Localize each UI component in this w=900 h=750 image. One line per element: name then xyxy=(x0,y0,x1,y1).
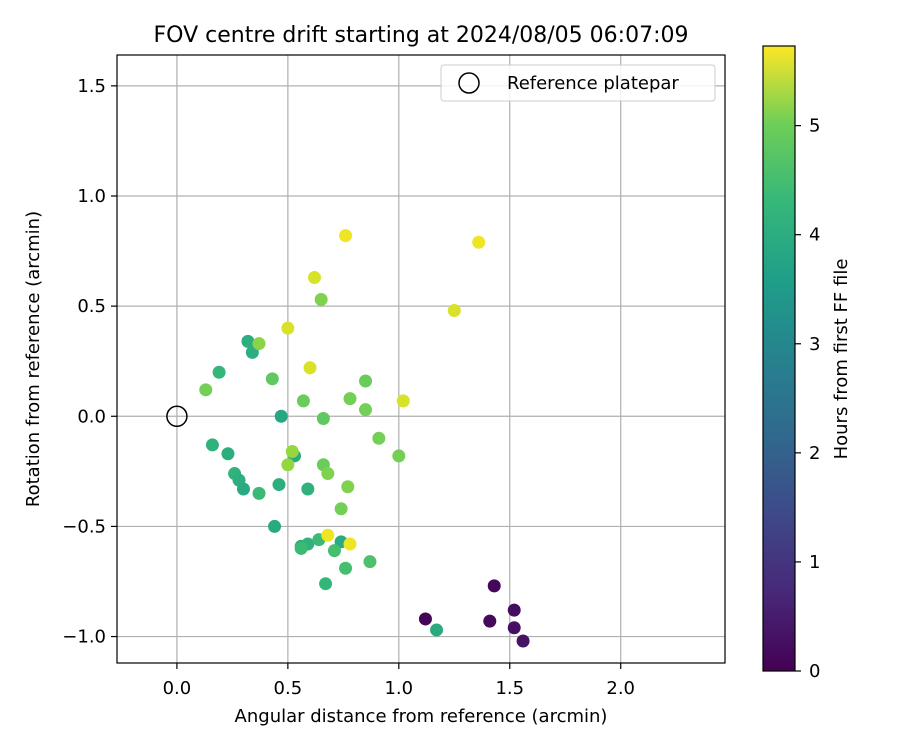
data-point xyxy=(341,480,355,494)
data-point xyxy=(316,411,330,425)
data-point xyxy=(319,577,333,591)
data-point xyxy=(343,392,357,406)
data-point xyxy=(199,383,213,397)
x-tick-label: 1.5 xyxy=(495,678,524,699)
data-point xyxy=(241,334,255,348)
data-point xyxy=(343,537,357,551)
data-point xyxy=(236,482,250,496)
x-tick-label: 1.0 xyxy=(384,678,413,699)
x-tick-label: 2.0 xyxy=(606,678,635,699)
data-point xyxy=(447,304,461,318)
y-tick-label: 0.0 xyxy=(77,406,106,427)
data-point xyxy=(205,438,219,452)
data-point xyxy=(212,365,226,379)
data-point xyxy=(321,528,335,542)
data-point xyxy=(483,614,497,628)
data-point xyxy=(301,482,315,496)
data-point xyxy=(296,394,310,408)
reference-point-marker xyxy=(166,405,188,428)
legend-reference-marker xyxy=(458,72,480,94)
y-tick-label: −1.0 xyxy=(62,627,106,648)
data-point xyxy=(418,612,432,626)
data-point xyxy=(334,502,348,516)
y-axis-ticks: −1.0 −0.5 0.0 0.5 1.0 1.5 xyxy=(62,76,117,648)
data-point xyxy=(252,337,266,351)
plot-frame xyxy=(116,54,726,664)
colorbar-tick-label: 5 xyxy=(809,116,820,137)
data-point xyxy=(285,445,299,459)
data-point xyxy=(363,555,377,569)
data-point xyxy=(472,235,486,249)
data-point xyxy=(372,431,386,445)
data-point xyxy=(327,544,341,558)
data-point xyxy=(314,293,328,307)
colorbar-tick-label: 4 xyxy=(809,225,820,246)
data-point xyxy=(339,229,353,243)
data-points xyxy=(199,229,530,648)
data-point xyxy=(507,603,521,617)
x-tick-label: 0.0 xyxy=(163,678,192,699)
data-point xyxy=(281,321,295,335)
colorbar-gradient xyxy=(762,45,796,672)
data-point xyxy=(281,458,295,472)
data-point xyxy=(487,579,501,593)
chart-title: FOV centre drift starting at 2024/08/05 … xyxy=(154,23,689,48)
colorbar-tick-label: 2 xyxy=(809,443,820,464)
data-point xyxy=(294,541,308,555)
data-point xyxy=(359,403,373,417)
colorbar-ticks: 0 1 2 3 4 5 xyxy=(795,116,820,682)
data-point xyxy=(339,561,353,575)
data-point xyxy=(430,623,444,637)
y-tick-label: 1.0 xyxy=(77,186,106,207)
data-point xyxy=(507,621,521,635)
data-point xyxy=(303,361,317,375)
data-point xyxy=(221,447,235,461)
colorbar-tick-label: 3 xyxy=(809,334,820,355)
data-point xyxy=(268,519,282,533)
colorbar-tick-label: 1 xyxy=(809,552,820,573)
data-point xyxy=(359,374,373,388)
y-tick-label: 0.5 xyxy=(77,296,106,317)
plot-background xyxy=(117,55,725,663)
colorbar: 0 1 2 3 4 5 Hours from first FF file xyxy=(762,45,852,682)
x-axis-ticks: 0.0 0.5 1.0 1.5 2.0 xyxy=(163,663,635,699)
data-point xyxy=(245,345,259,359)
data-point xyxy=(516,634,530,648)
y-axis-label: Rotation from reference (arcmin) xyxy=(23,211,44,507)
data-point xyxy=(392,449,406,463)
x-axis-label: Angular distance from reference (arcmin) xyxy=(235,706,608,727)
legend-entry-reference: Reference platepar xyxy=(507,73,679,94)
x-tick-label: 0.5 xyxy=(274,678,303,699)
data-point xyxy=(307,270,321,284)
data-point xyxy=(274,409,288,423)
y-tick-label: 1.5 xyxy=(77,76,106,97)
colorbar-tick-label: 0 xyxy=(809,661,820,682)
plot-area: 0.0 0.5 1.0 1.5 2.0 −1.0 −0.5 0.0 0.5 1.0 1.5 xyxy=(62,54,726,699)
grid-lines xyxy=(117,55,725,663)
data-point xyxy=(252,486,266,500)
data-point xyxy=(321,467,335,481)
data-point xyxy=(396,394,410,408)
y-tick-label: −0.5 xyxy=(62,516,106,537)
legend: Reference platepar xyxy=(440,64,716,102)
colorbar-label: Hours from first FF file xyxy=(831,259,852,460)
data-point xyxy=(272,478,286,492)
data-point xyxy=(265,372,279,386)
legend-box xyxy=(440,64,716,102)
